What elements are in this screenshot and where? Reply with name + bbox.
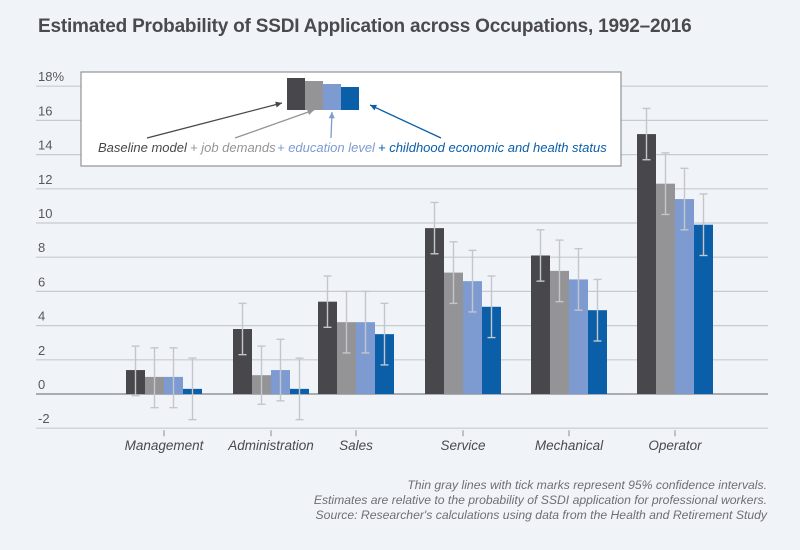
bar-operator-1 [656,183,675,394]
y-axis-ticks: -2 0 2 4 6 8 10 12 14 16 18% [38,69,64,426]
bar-service-1 [444,272,463,394]
bar-operator-3 [694,224,713,394]
confidence-intervals [131,107,708,421]
bar-service-0 [425,228,444,394]
y-tick-label: 14 [38,138,52,153]
bar-sales-1 [337,322,356,394]
legend-swatch-0 [287,78,305,110]
x-tick-label-administration: Administration [227,438,314,453]
legend-label-1: + job demands [190,140,276,155]
bar-service-2 [463,281,482,394]
note-relative-estimates: Estimates are relative to the probabilit… [313,493,767,507]
bar-operator-0 [637,134,656,394]
y-tick-label: 18% [38,69,64,84]
x-tick-label-management: Management [125,438,205,453]
bar-administration-0 [233,329,252,394]
arrowhead-icon [307,109,314,115]
legend-label-0: Baseline model [98,140,188,155]
y-tick-label: 10 [38,206,52,221]
bar-mechanical-0 [531,255,550,394]
chart-title: Estimated Probability of SSDI Applicatio… [38,16,692,37]
bars [126,134,713,394]
note-confidence-intervals: Thin gray lines with tick marks represen… [407,478,767,492]
bar-sales-0 [318,301,337,394]
legend-label-3: + childhood economic and health status [378,140,607,155]
bar-mechanical-3 [588,310,607,394]
legend-arrow-0 [146,102,283,139]
y-tick-label: 2 [38,343,45,358]
legend-arrow-3 [369,104,442,139]
bar-sales-2 [356,322,375,394]
y-tick-label: 12 [38,172,52,187]
legend-swatch-1 [305,81,323,110]
legend: Baseline model + job demands + education l… [80,71,622,167]
bar-mechanical-1 [550,270,569,394]
y-tick-label: 6 [38,274,45,289]
legend-arrow-1 [234,109,315,139]
bar-operator-2 [675,199,694,394]
x-tick-label-mechanical: Mechanical [535,438,604,453]
y-tick-label: 8 [38,240,45,255]
y-tick-label: 0 [38,377,45,392]
legend-swatch-2 [323,84,341,110]
x-tick-label-sales: Sales [339,438,373,453]
chart-notes: Thin gray lines with tick marks represen… [314,478,767,523]
arrowhead-icon [275,101,282,108]
legend-label-2: + education level [277,140,376,155]
x-axis: Management Administration Sales Service Mech… [125,430,702,453]
bar-mechanical-2 [569,279,588,394]
x-tick-label-operator: Operator [648,438,702,453]
y-tick-label: 4 [38,309,45,324]
note-source: Source: Researcher's calculations using … [315,508,767,522]
bar-service-3 [482,306,501,394]
y-tick-label: -2 [38,411,50,426]
y-tick-label: 16 [38,103,52,118]
arrowhead-icon [370,104,377,111]
x-tick-label-service: Service [440,438,485,453]
legend-swatch-3 [341,87,359,110]
arrowhead-icon [328,112,335,119]
